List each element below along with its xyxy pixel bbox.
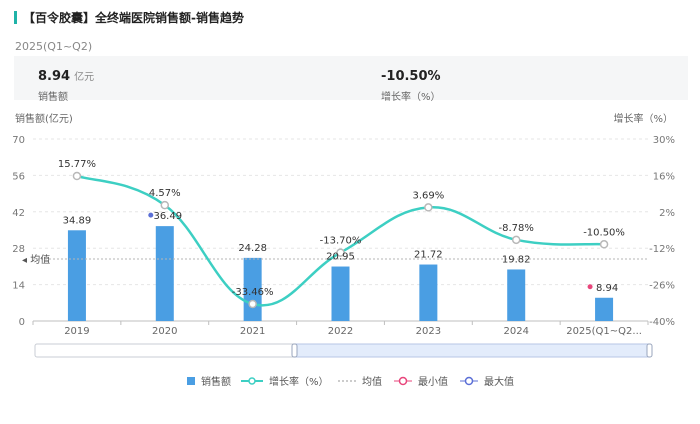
right-tick-label: -12%	[649, 244, 675, 255]
left-axis-title: 销售额(亿元)	[15, 112, 73, 125]
legend-item-average[interactable]: 均值	[338, 373, 382, 388]
x-tick-label: 2021	[240, 326, 265, 337]
growth-value-label: 15.77%	[58, 159, 96, 170]
bar[interactable]	[419, 264, 438, 321]
dotted-line-icon	[338, 380, 356, 381]
growth-value: -10.50%	[381, 69, 441, 84]
x-tick-label: 2020	[152, 326, 177, 337]
legend-label-average: 均值	[362, 377, 382, 388]
chart-legend: 销售额 增长率（%） 均值 最小值 最大值	[0, 373, 700, 389]
left-tick-label: 56	[12, 171, 25, 182]
bar[interactable]	[67, 230, 86, 321]
bar-value-label: 19.82	[502, 254, 531, 265]
growth-point[interactable]	[160, 200, 170, 210]
min-marker	[587, 284, 593, 290]
left-tick-label: 14	[12, 281, 25, 292]
average-label: ◂ 均值	[22, 253, 50, 266]
bar[interactable]	[331, 266, 350, 321]
growth-stat: -10.50% 增长率（%）	[381, 65, 441, 103]
bar[interactable]	[507, 269, 526, 321]
right-tick-label: -26%	[649, 281, 675, 292]
legend-label-max: 最大值	[484, 377, 514, 388]
growth-point[interactable]	[248, 299, 257, 309]
zoom-handle-left[interactable]	[291, 343, 298, 358]
zoom-slider[interactable]	[34, 343, 653, 358]
left-tick-label: 70	[12, 135, 25, 146]
legend-item-min[interactable]: 最小值	[394, 373, 448, 388]
legend-item-growth[interactable]: 增长率（%）	[241, 373, 329, 388]
growth-point[interactable]	[511, 235, 521, 245]
min-marker-icon	[394, 376, 412, 385]
right-axis-title: 增长率（%）	[613, 112, 673, 125]
chart-title: 【百令胶囊】全终端医院销售额-销售趋势	[14, 9, 244, 25]
left-tick-label: 42	[12, 208, 25, 219]
legend-label-growth: 增长率（%）	[269, 377, 329, 388]
period-label: 2025(Q1~Q2)	[15, 40, 93, 53]
x-tick-label: 2023	[416, 326, 441, 337]
left-tick-label: 28	[12, 244, 25, 255]
growth-label: 增长率（%）	[381, 92, 441, 103]
bar-value-label: 20.95	[326, 252, 355, 263]
bar-swatch-icon	[187, 376, 195, 385]
legend-label-min: 最小值	[418, 377, 448, 388]
zoom-selected-range[interactable]	[294, 343, 651, 358]
max-marker	[148, 212, 154, 218]
max-marker-icon	[460, 376, 478, 385]
combo-chart: 销售额(亿元) 增长率（%） 0 -40% 14 -26% 28 -12% 42 2% 56 16…	[12, 112, 675, 358]
sales-label: 销售额	[38, 92, 68, 103]
x-tick-label: 2025(Q1~Q2...	[566, 326, 642, 337]
growth-value-label: -8.78%	[499, 223, 534, 234]
x-tick-label: 2019	[64, 326, 89, 337]
left-tick-label: 0	[19, 317, 25, 328]
growth-value-label: -10.50%	[583, 227, 625, 238]
bar-value-label: 8.94	[596, 283, 618, 294]
line-swatch-icon	[241, 376, 263, 385]
title-accent-bar	[14, 10, 17, 24]
bar[interactable]	[595, 297, 614, 321]
growth-point[interactable]	[336, 248, 345, 257]
chart-title-text: 【百令胶囊】全终端医院销售额-销售趋势	[23, 10, 244, 25]
sales-stat: 8.94 亿元 销售额	[38, 65, 94, 103]
right-tick-label: -40%	[649, 317, 675, 328]
bar-value-label: 24.28	[238, 243, 267, 254]
growth-value-label: 4.57%	[149, 188, 181, 199]
growth-point[interactable]	[599, 240, 609, 249]
bar-value-label: 21.72	[414, 250, 443, 261]
right-tick-label: 30%	[653, 135, 675, 146]
bar-value-label: 36.49	[153, 211, 182, 222]
sales-value: 8.94	[38, 69, 71, 84]
right-tick-label: 16%	[653, 171, 675, 182]
summary-panel: 8.94 亿元 销售额 -10.50% 增长率（%）	[14, 56, 688, 103]
growth-value-label: -33.46%	[232, 287, 274, 298]
x-tick-label: 2024	[503, 326, 528, 337]
right-tick-label: 2%	[659, 208, 675, 219]
legend-item-max[interactable]: 最大值	[460, 373, 514, 388]
bar-value-label: 34.89	[63, 215, 92, 226]
legend-label-sales: 销售额	[201, 377, 231, 388]
zoom-handle-right[interactable]	[646, 343, 653, 358]
sales-unit: 亿元	[74, 72, 95, 83]
x-tick-label: 2022	[328, 326, 353, 337]
growth-value-label: 3.69%	[412, 190, 444, 201]
growth-point[interactable]	[72, 171, 82, 181]
growth-point[interactable]	[424, 203, 433, 212]
growth-value-label: -13.70%	[320, 236, 362, 247]
bar[interactable]	[155, 226, 174, 321]
legend-item-sales[interactable]: 销售额	[187, 373, 231, 388]
